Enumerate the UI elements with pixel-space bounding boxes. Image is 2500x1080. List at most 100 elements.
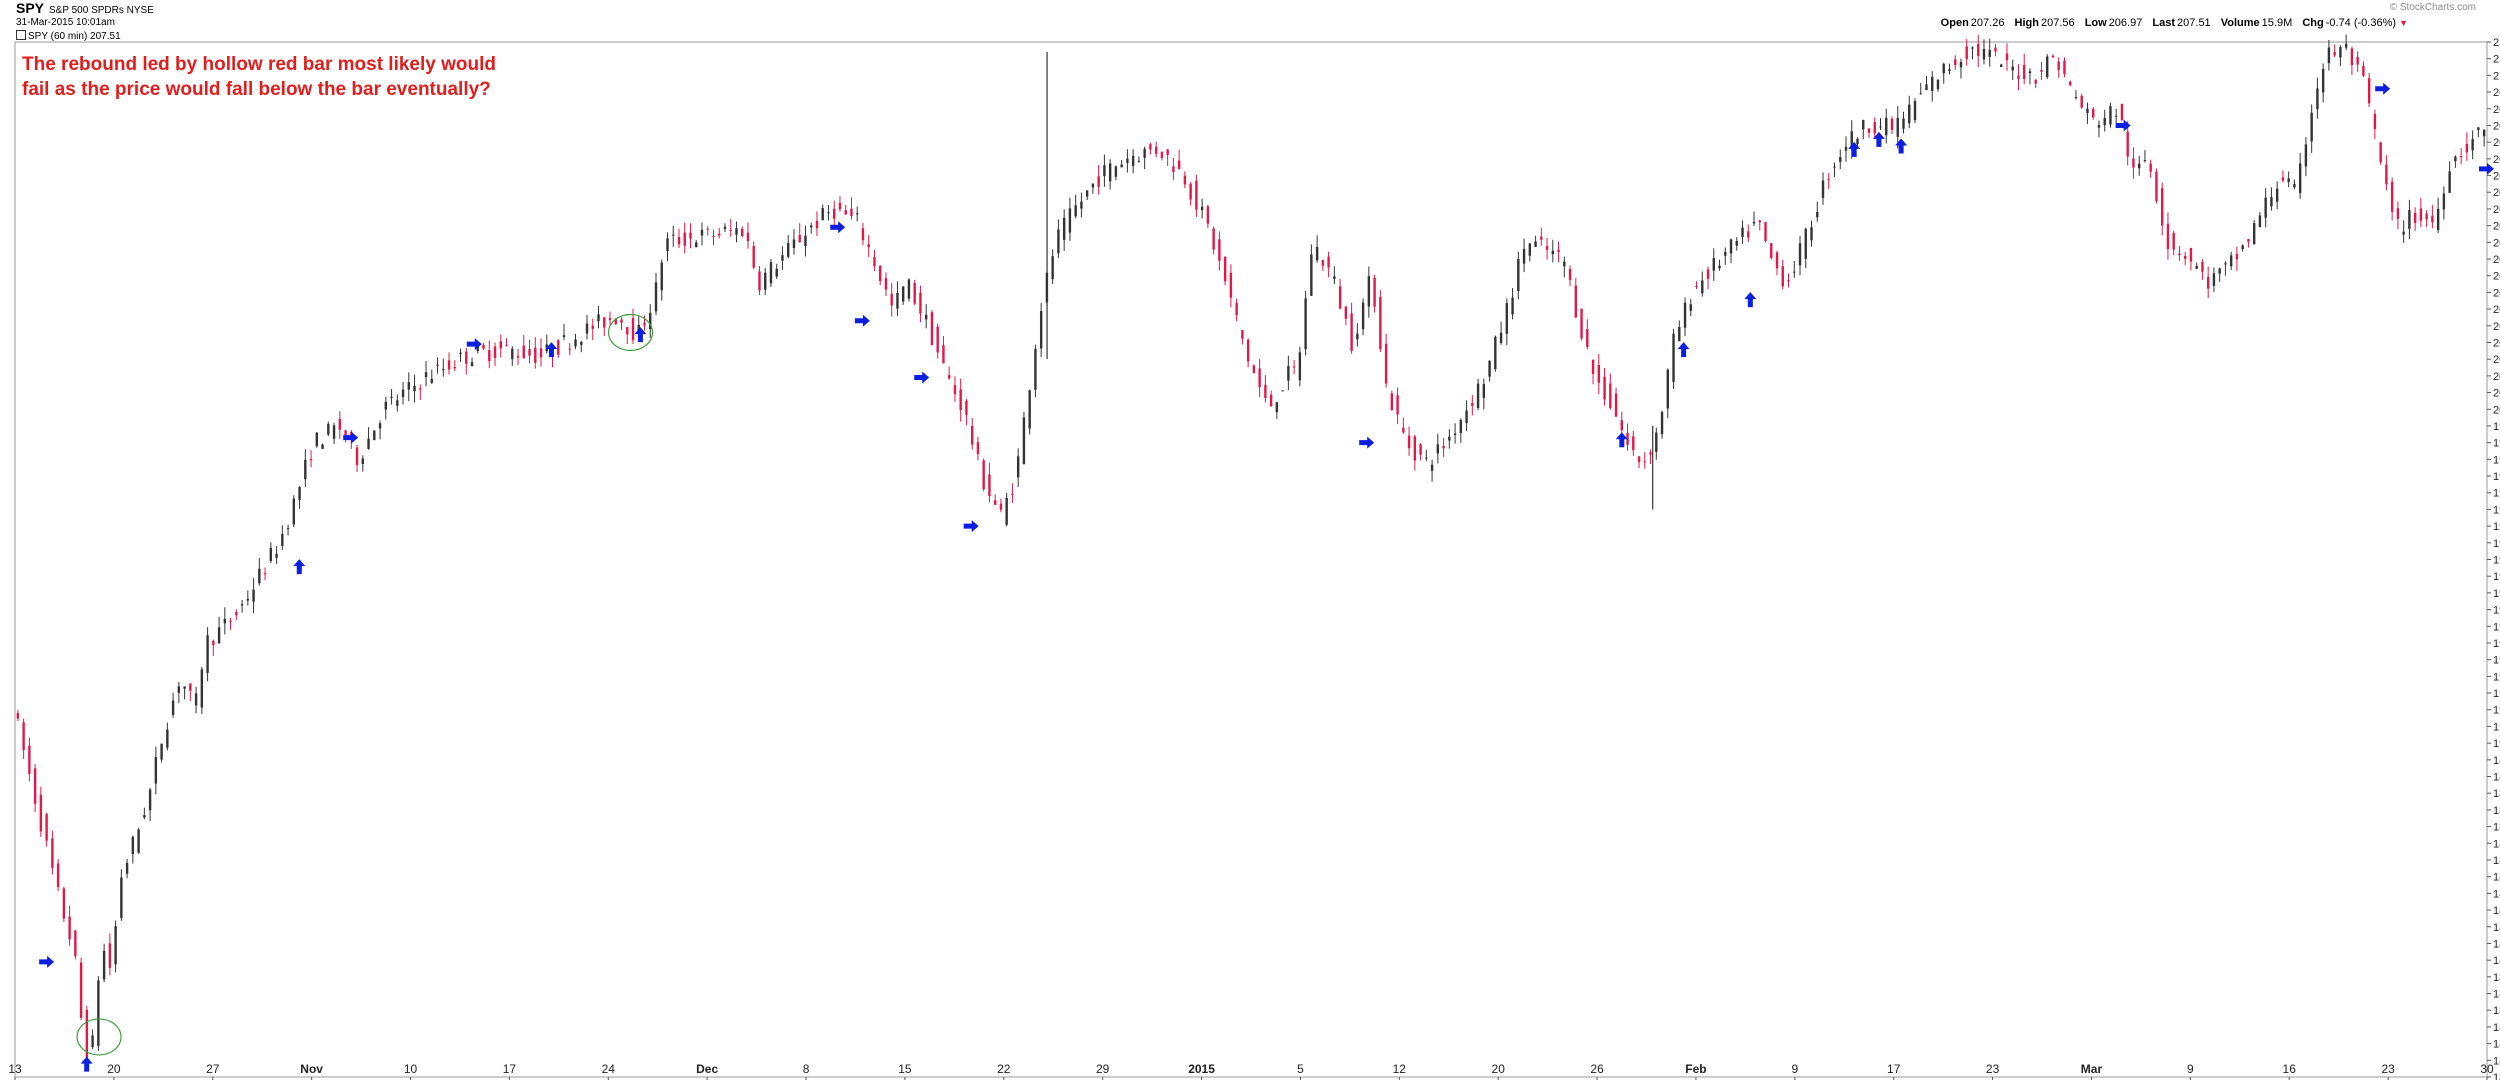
candle-body bbox=[1062, 217, 1066, 240]
candle-body bbox=[2327, 47, 2331, 64]
candle-body bbox=[2321, 68, 2325, 93]
candle-body bbox=[2431, 215, 2434, 223]
x-tick-label: 17 bbox=[503, 1062, 517, 1076]
candle-body bbox=[396, 400, 399, 406]
last-label: Last bbox=[2152, 17, 2176, 29]
candle-body bbox=[28, 745, 31, 774]
candle-body bbox=[1724, 251, 1727, 256]
candle-body bbox=[752, 246, 755, 268]
candle-body bbox=[2471, 139, 2474, 151]
candle-body bbox=[907, 279, 911, 299]
candle-body bbox=[2126, 131, 2129, 157]
candle-body bbox=[2408, 210, 2411, 229]
y-tick-label: 184.5 bbox=[2493, 922, 2500, 934]
arrow-up-icon bbox=[80, 1056, 93, 1072]
candle-body bbox=[33, 768, 37, 804]
candle-body bbox=[1971, 47, 1974, 49]
candle-body bbox=[1896, 117, 1899, 137]
candle-body bbox=[2120, 103, 2124, 120]
candle-body bbox=[1252, 365, 1256, 374]
candle-body bbox=[1793, 271, 1796, 273]
candle-body bbox=[148, 789, 152, 811]
x-tick-label: 30 bbox=[2480, 1062, 2494, 1076]
candle-body bbox=[764, 272, 767, 290]
candle-body bbox=[390, 396, 393, 398]
y-tick-label: 189.0 bbox=[2493, 772, 2500, 784]
symbol: SPY bbox=[16, 0, 45, 16]
candle-body bbox=[1609, 383, 1612, 409]
candle-body bbox=[2413, 212, 2417, 224]
chart-date: 31-Mar-2015 10:01am bbox=[16, 17, 115, 28]
candle-body bbox=[16, 713, 20, 719]
candle-body bbox=[1660, 412, 1664, 435]
y-tick-label: 206.5 bbox=[2493, 187, 2500, 199]
y-tick-label: 196.5 bbox=[2493, 521, 2500, 533]
candle-body bbox=[1574, 285, 1578, 318]
candle-body bbox=[2132, 158, 2135, 168]
candle-body bbox=[2339, 47, 2342, 58]
candle-body bbox=[1425, 457, 1428, 459]
candle-body bbox=[1994, 47, 1997, 52]
candle-body bbox=[1954, 59, 1957, 66]
candle-body bbox=[919, 292, 922, 314]
candle-body bbox=[1890, 118, 1894, 130]
candle-body bbox=[890, 293, 893, 306]
y-tick-label: 186.5 bbox=[2493, 855, 2500, 867]
arrow-right-icon bbox=[2375, 82, 2391, 95]
candle-body bbox=[2103, 117, 2106, 126]
candle-body bbox=[1074, 205, 1077, 217]
candle-body bbox=[2373, 113, 2377, 130]
y-tick-label: 206.0 bbox=[2493, 204, 2500, 216]
candle-body bbox=[355, 447, 359, 465]
candle-body bbox=[51, 838, 54, 868]
open-label: Open bbox=[1940, 17, 1969, 29]
candle-body bbox=[585, 323, 589, 334]
candle-body bbox=[970, 426, 974, 445]
candle-body bbox=[741, 228, 744, 237]
candle-body bbox=[2069, 81, 2072, 86]
candle-body bbox=[1626, 432, 1629, 445]
candle-body bbox=[1741, 227, 1744, 237]
chart-subtitle: SPY (60 min) 207.51 bbox=[16, 30, 121, 43]
y-tick-label: 192.5 bbox=[2493, 655, 2500, 667]
y-tick-label: 181.0 bbox=[2493, 1039, 2500, 1051]
candle-body bbox=[1275, 402, 1279, 413]
arrow-right-icon bbox=[830, 221, 846, 234]
candle-body bbox=[1402, 427, 1405, 433]
candle-body bbox=[568, 348, 571, 350]
annotation-text: The rebound led by hollow red bar most l… bbox=[22, 54, 496, 100]
candle-body bbox=[1114, 166, 1118, 177]
annotations bbox=[39, 82, 2494, 1072]
candle-body bbox=[982, 460, 985, 490]
candle-body bbox=[1735, 240, 1738, 246]
candle-body bbox=[2454, 156, 2457, 162]
candle-body bbox=[746, 232, 750, 242]
y-tick-label: 186.0 bbox=[2493, 872, 2500, 884]
candle-body bbox=[62, 888, 66, 919]
candle-body bbox=[810, 225, 813, 228]
candle-body bbox=[953, 385, 957, 394]
arrow-right-icon bbox=[2479, 162, 2494, 175]
candle-body bbox=[252, 589, 255, 602]
candle-body bbox=[1649, 452, 1652, 455]
candle-body bbox=[1655, 432, 1658, 452]
x-tick-label: 13 bbox=[8, 1062, 22, 1076]
candle-body bbox=[712, 235, 715, 237]
y-tick-label: 208.0 bbox=[2493, 137, 2500, 149]
candle-body bbox=[1103, 165, 1106, 177]
x-tick-label: 23 bbox=[2381, 1062, 2395, 1076]
candle-body bbox=[2448, 171, 2451, 193]
candle-body bbox=[407, 382, 410, 390]
candle-body bbox=[2298, 163, 2302, 194]
y-tick-label: 202.5 bbox=[2493, 321, 2500, 333]
candle-body bbox=[442, 368, 445, 371]
candle-body bbox=[1200, 206, 1204, 211]
candle-body bbox=[2367, 78, 2371, 104]
x-tick-label: Feb bbox=[1685, 1062, 1706, 1076]
candle-body bbox=[924, 314, 928, 320]
candle-body bbox=[1695, 285, 1698, 287]
chg-label: Chg bbox=[2302, 17, 2324, 29]
candle-body bbox=[373, 430, 376, 441]
candle-body bbox=[620, 319, 623, 323]
